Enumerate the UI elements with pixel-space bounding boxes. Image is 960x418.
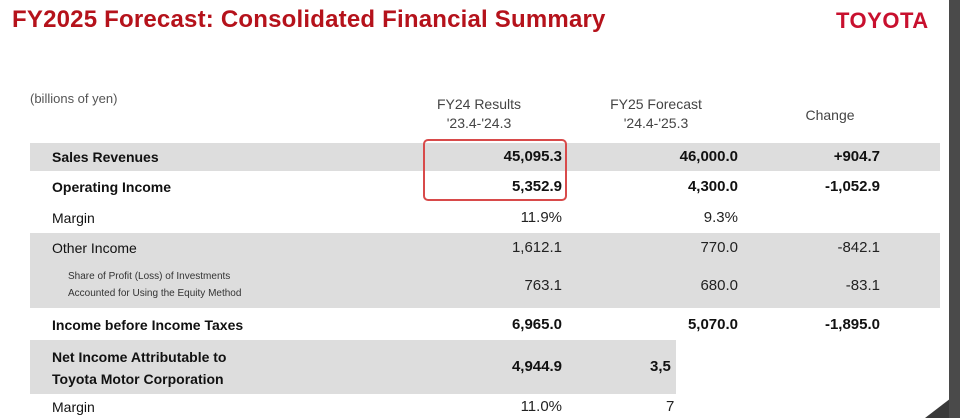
row-label-line-2: Toyota Motor Corporation <box>52 371 224 387</box>
change-value: -1,052.9 <box>824 178 880 195</box>
right-edge-strip <box>949 0 960 418</box>
fy25-value: 46,000.0 <box>679 148 738 165</box>
column-header-change: Change <box>805 107 855 123</box>
row-label-line-1: Share of Profit (Loss) of Investments <box>68 271 231 282</box>
column-header-fy24: FY24 Results '23.4-'24.3 <box>420 95 538 133</box>
units-label: (billions of yen) <box>30 91 118 106</box>
row-label: Sales Revenues <box>52 149 159 165</box>
column-header-fy25-period: '24.4-'25.3 <box>623 115 689 131</box>
fy25-value: 770.0 <box>700 239 738 256</box>
table-row-other-income: Other Income 1,612.1 770.0 -842.1 <box>30 233 940 262</box>
fy25-value: 5,070.0 <box>687 316 738 333</box>
fy24-value: 1,612.1 <box>511 239 562 256</box>
table-row-sales-revenues: Sales Revenues 45,095.3 46,000.0 +904.7 <box>30 143 940 171</box>
row-label-line-1: Net Income Attributable to <box>52 349 227 365</box>
fy24-value: 6,965.0 <box>511 316 562 333</box>
change-value: -83.1 <box>845 277 880 294</box>
fy24-value: 763.1 <box>524 277 562 294</box>
table-row-margin: Margin 11.9% 9.3% <box>30 203 940 232</box>
fy24-value: 4,944.9 <box>511 358 562 375</box>
fy25-value: 3,5 <box>650 358 671 375</box>
highlight-box <box>423 139 567 201</box>
column-header-fy25: FY25 Forecast '24.4-'25.3 <box>597 95 715 133</box>
fy24-value: 5,352.9 <box>511 178 562 195</box>
row-label: Margin <box>52 399 95 415</box>
change-value: -842.1 <box>837 239 880 256</box>
row-label: Other Income <box>52 240 137 256</box>
table-row-operating-income: Operating Income 5,352.9 4,300.0 -1,052.… <box>30 173 940 202</box>
row-label: Income before Income Taxes <box>52 317 244 333</box>
fy25-value: 680.0 <box>700 277 738 294</box>
slide-title: FY2025 Forecast: Consolidated Financial … <box>12 6 606 33</box>
fy24-value: 11.0% <box>520 398 562 415</box>
column-header-fy24-title: FY24 Results <box>436 96 522 112</box>
row-label-line-2: Accounted for Using the Equity Method <box>68 288 242 299</box>
fy24-value: 11.9% <box>520 209 562 226</box>
cropped-overlay <box>676 337 960 418</box>
row-label: Share of Profit (Loss) of Investments Ac… <box>68 268 241 302</box>
row-label: Operating Income <box>52 179 172 195</box>
change-value: +904.7 <box>833 148 880 165</box>
column-header-fy24-period: '23.4-'24.3 <box>446 115 512 131</box>
column-header-fy25-title: FY25 Forecast <box>610 96 702 112</box>
table-row-share-of-profit: Share of Profit (Loss) of Investments Ac… <box>30 262 940 308</box>
page-curl-corner <box>925 395 955 418</box>
fy25-value: 9.3% <box>703 209 738 226</box>
fy25-value: 7 <box>666 398 675 415</box>
table-row-net-margin: Margin 11.0% 7 <box>30 395 940 418</box>
table-row-income-before-taxes: Income before Income Taxes 6,965.0 5,070… <box>30 310 940 339</box>
fy24-value: 45,095.3 <box>503 148 562 165</box>
row-label: Margin <box>52 210 95 226</box>
change-value: -1,895.0 <box>824 316 880 333</box>
fy25-value: 4,300.0 <box>687 178 738 195</box>
row-label: Net Income Attributable to Toyota Motor … <box>52 346 227 390</box>
brand-logo: TOYOTA <box>836 8 929 33</box>
